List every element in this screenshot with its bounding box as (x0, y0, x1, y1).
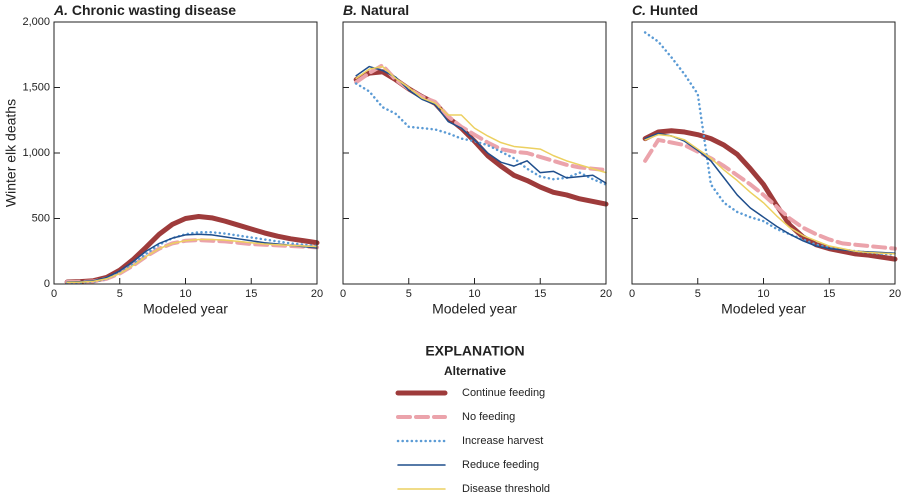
x-tick-label: 15 (823, 288, 835, 300)
x-tick-label: 10 (468, 288, 480, 300)
x-axis-label: Modeled year (721, 301, 806, 317)
plot-frame (342, 21, 607, 285)
x-tick-label: 15 (534, 288, 546, 300)
x-tick-label: 0 (51, 288, 57, 300)
x-tick-label: 0 (629, 288, 635, 300)
x-tick-label: 20 (600, 288, 612, 300)
x-tick-label: 10 (757, 288, 769, 300)
plot-frame (631, 21, 896, 285)
series-line (66, 233, 318, 283)
panel-title: A. Chronic wasting disease (53, 2, 236, 18)
x-tick-label: 10 (179, 288, 191, 300)
panel: B. Natural Modeled year 0 5 10 15 20 (340, 2, 612, 317)
x-tick-label: 0 (340, 288, 346, 300)
legend-title: EXPLANATION (425, 343, 524, 359)
y-tick-label: 2,000 (22, 16, 50, 28)
x-tick-label: 5 (117, 288, 123, 300)
y-tick-label: 1,000 (22, 147, 50, 159)
panel-name: Hunted (650, 2, 698, 18)
x-tick-label: 20 (311, 288, 323, 300)
panel-title: C. Hunted (632, 2, 698, 18)
legend-label: Increase harvest (462, 435, 543, 447)
panel: A. Chronic wasting disease Modeled year Wi… (3, 2, 323, 317)
panel: C. Hunted Modeled year 0 5 10 15 20 (629, 2, 901, 317)
panel-name: Chronic wasting disease (72, 2, 236, 18)
legend-label: Continue feeding (462, 387, 545, 399)
x-tick-label: 20 (889, 288, 901, 300)
x-axis-label: Modeled year (432, 301, 517, 317)
series-line (354, 63, 608, 173)
series-line (642, 128, 898, 262)
panel-name: Natural (361, 2, 409, 18)
panel-letter: C. (632, 2, 646, 18)
series-line (354, 82, 608, 186)
legend-subtitle: Alternative (444, 364, 506, 378)
panel-letter: B. (343, 2, 357, 18)
legend-label: Reduce feeding (462, 459, 539, 471)
legend-label: No feeding (462, 411, 515, 423)
y-tick-label: 1,500 (22, 81, 50, 93)
series-line (66, 238, 318, 284)
x-tick-label: 5 (695, 288, 701, 300)
series-line (643, 137, 897, 251)
y-tick-label: 0 (44, 278, 50, 290)
panel-letter: A. (53, 2, 68, 18)
x-axis-label: Modeled year (143, 301, 228, 317)
legend-label: Disease threshold (462, 483, 550, 495)
x-tick-label: 5 (406, 288, 412, 300)
series-line (644, 133, 896, 255)
series-line (355, 65, 607, 174)
y-axis-label: Winter elk deaths (3, 99, 19, 207)
series-line (64, 214, 320, 285)
y-tick-label: 500 (32, 212, 50, 224)
plot-frame (53, 21, 318, 285)
panel-title: B. Natural (343, 2, 409, 18)
x-tick-label: 15 (245, 288, 257, 300)
